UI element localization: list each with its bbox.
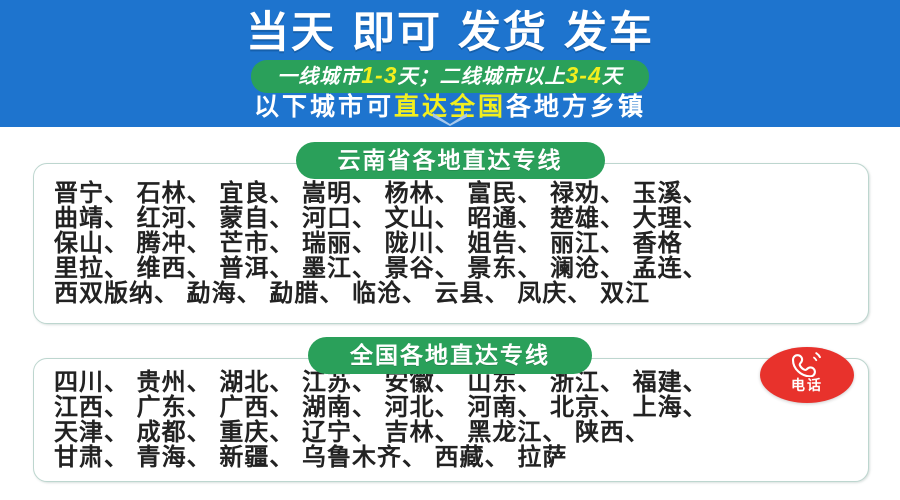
city-row: 里拉、 维西、 普洱、 墨江、 景谷、 景东、 澜沧、 孟连、	[54, 255, 708, 282]
delivery-time-pill: 一线城市1-3天；二线城市以上3-4天	[251, 60, 649, 93]
pill-days-second: 3-4	[565, 62, 602, 88]
pill-days-first: 1-3	[361, 62, 398, 88]
title-part-3: 发货	[458, 9, 548, 57]
city-row: 甘肃、 青海、 新疆、 乌鲁木齐、 西藏、 拉萨	[54, 444, 568, 471]
poster-subtitle: 以下城市可直达全国各地方乡镇	[0, 92, 900, 122]
pill-prefix: 一线城市	[277, 66, 362, 88]
title-part-4: 发车	[564, 9, 654, 57]
yunnan-routes-panel: 晋宁、 石林、 宜良、 嵩明、 杨林、 富民、 禄劝、 玉溪、 曲靖、 红河、 …	[33, 163, 869, 324]
subtitle-highlight: 直达全国	[393, 93, 506, 121]
delivery-time-pill-wrap: 一线城市1-3天；二线城市以上3-4天	[0, 60, 900, 93]
city-row: 晋宁、 石林、 宜良、 嵩明、 杨林、 富民、 禄劝、 玉溪、	[54, 180, 708, 207]
city-row: 曲靖、 红河、 蒙自、 河口、 文山、 昭通、 楚雄、 大理、	[54, 205, 708, 232]
city-row: 天津、 成都、 重庆、 辽宁、 吉林、 黑龙江、 陕西、	[54, 419, 651, 446]
poster-title: 当天 即可 发货 发车	[0, 8, 900, 58]
nationwide-city-list: 四川、 贵州、 湖北、 江苏、 安徽、 山东、 浙江、 福建、 江西、 广东、 …	[34, 371, 868, 471]
yunnan-section-band: 云南省各地直达专线	[295, 142, 605, 179]
title-part-2: 即可	[352, 9, 442, 57]
yunnan-city-list: 晋宁、 石林、 宜良、 嵩明、 杨林、 富民、 禄劝、 玉溪、 曲靖、 红河、 …	[34, 182, 868, 307]
nationwide-routes-panel: 四川、 贵州、 湖北、 江苏、 安徽、 山东、 浙江、 福建、 江西、 广东、 …	[33, 358, 869, 482]
city-row: 四川、 贵州、 湖北、 江苏、 安徽、 山东、 浙江、 福建、	[54, 369, 708, 396]
chevron-down-icon	[433, 113, 467, 126]
poster-header: 当天 即可 发货 发车 一线城市1-3天；二线城市以上3-4天 以下城市可直达全国各地…	[0, 0, 900, 127]
city-row: 江西、 广东、 广西、 湖南、 河北、 河南、 北京、 上海、	[54, 394, 708, 421]
pill-middle: 天；二线城市以上	[397, 66, 566, 88]
title-part-1: 当天	[246, 9, 336, 57]
phone-handset-icon	[791, 352, 821, 377]
nationwide-band-wrap: 全国各地直达专线	[0, 337, 900, 374]
city-row: 西双版纳、 勐海、 勐腊、 临沧、 云县、 凤庆、 双江	[54, 280, 651, 307]
pill-suffix: 天	[601, 66, 623, 88]
yunnan-band-wrap: 云南省各地直达专线	[0, 142, 900, 179]
nationwide-section-band: 全国各地直达专线	[308, 337, 592, 374]
subtitle-suffix: 各地方乡镇	[506, 93, 647, 121]
city-row: 保山、 腾冲、 芒市、 瑞丽、 陇川、 姐告、 丽江、 香格	[54, 230, 683, 257]
subtitle-prefix: 以下城市可	[253, 93, 394, 121]
phone-badge-label: 电话	[791, 377, 823, 393]
phone-contact-badge[interactable]: 电话	[760, 347, 854, 403]
